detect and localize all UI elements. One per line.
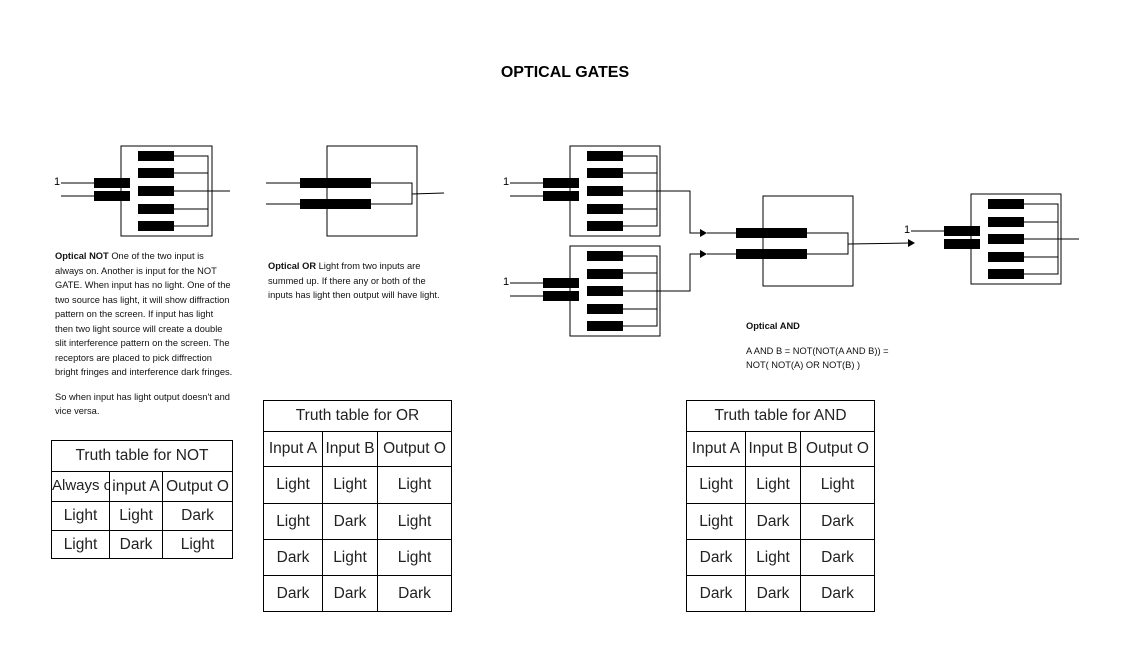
or-table-cell: Light [322,539,378,576]
and-bottom-input-label: 1 [503,276,510,288]
or-table-cell: Dark [376,575,453,612]
and-table-cell: Dark [745,575,801,612]
or-table-header: Input A [263,431,323,467]
not-gate-sources [94,178,130,201]
not-table-header: input A [109,471,163,502]
or-table-cell: Dark [263,575,323,612]
or-table-cell: Dark [263,539,323,576]
and-not-gate-bottom [510,245,700,337]
and-truth-table: Truth table for AND Input A Input B Outp… [685,400,876,612]
and-table-cell: Dark [686,539,746,576]
and-table-caption: Truth table for AND [685,400,876,432]
not-truth-table: Truth table for NOT Always on input A Ou… [50,440,234,559]
and-table-cell: Light [686,466,746,504]
or-truth-table: Truth table for OR Input A Input B Outpu… [262,400,453,612]
or-table-cell: Light [376,466,453,504]
or-table-caption: Truth table for OR [262,400,453,432]
and-table-cell: Light [686,503,746,540]
or-desc-title: Optical OR [268,261,317,271]
or-gate-description: Optical OR Light from two inputs are sum… [268,259,443,303]
or-table-cell: Dark [322,503,378,540]
and-top-input-label: 1 [503,176,510,188]
or-table-header: Input B [322,431,378,467]
and-table-header: Input A [686,431,746,467]
not-table-cell: Light [109,501,163,531]
or-table-cell: Light [376,539,453,576]
not-desc-text2: So when input has light output doesn't a… [55,391,230,417]
and-table-cell: Light [745,466,801,504]
and-or-gate [707,195,915,287]
or-table-cell: Light [376,503,453,540]
or-table-cell: Light [263,466,323,504]
not-gate-input-label: 1 [54,176,61,188]
and-formula-line1: A AND B = NOT(NOT(A AND B)) = [746,345,889,356]
not-gate [61,145,230,237]
and-table-cell: Dark [686,575,746,612]
or-gate-box [326,145,418,237]
and-table-cell: Dark [799,503,876,540]
not-desc-text: One of the two input is always on. Anoth… [55,251,233,377]
or-table-cell: Light [322,466,378,504]
not-gate-receptors [138,151,174,231]
not-table-header: Output O [161,471,234,502]
not-desc-title: Optical NOT [55,251,109,261]
not-table-cell: Dark [109,530,163,559]
and-table-cell: Light [799,466,876,504]
not-table-cell: Light [51,501,110,531]
not-table-cell: Light [51,530,110,559]
page-title: OPTICAL GATES [500,64,630,81]
not-table-cell: Dark [161,501,234,531]
and-not-gate-top [510,145,700,237]
or-table-cell: Dark [322,575,378,612]
and-table-header: Input B [745,431,801,467]
or-table-cell: Light [263,503,323,540]
and-table-cell: Light [745,539,801,576]
not-table-header: Always on [51,471,110,502]
and-table-cell: Dark [745,503,801,540]
or-gate-sources [300,178,371,209]
or-desc-text: Light from two inputs are summed up. If … [268,261,440,300]
and-final-not-gate [911,193,1079,285]
or-table-header: Output O [376,431,453,467]
and-gate-description: Optical AND A AND B = NOT(NOT(A AND B)) … [746,319,926,373]
and-table-cell: Dark [799,575,876,612]
and-table-header: Output O [799,431,876,467]
and-desc-title: Optical AND [746,321,800,331]
or-gate [266,145,445,237]
and-formula-line2: NOT( NOT(A) OR NOT(B) ) [746,360,861,370]
and-table-cell: Dark [799,539,876,576]
not-gate-description: Optical NOT One of the two input is alwa… [55,249,233,419]
not-table-cell: Light [161,530,234,559]
and-final-input-label: 1 [904,224,911,236]
not-table-caption: Truth table for NOT [50,440,234,472]
